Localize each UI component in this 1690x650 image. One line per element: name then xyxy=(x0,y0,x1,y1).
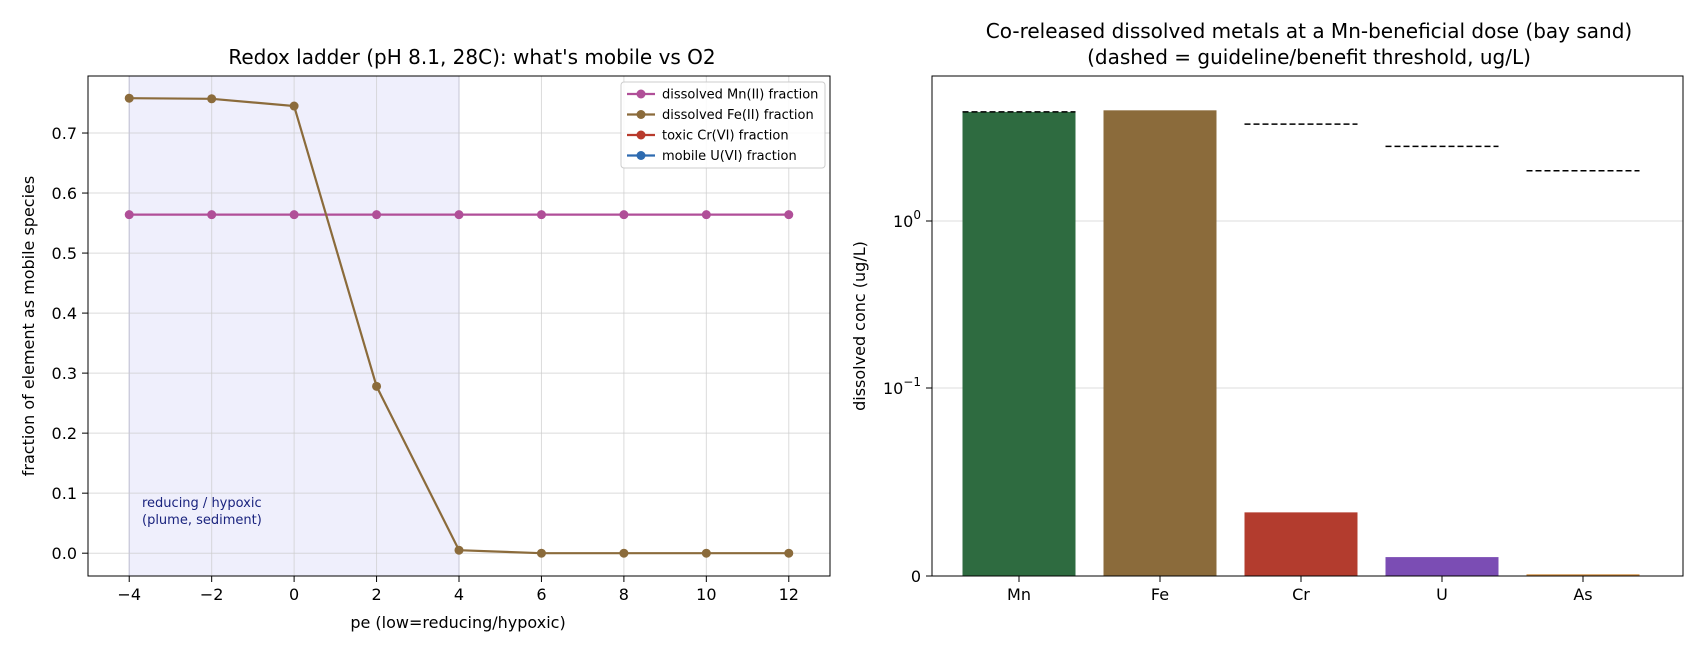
y-tick-label: 0.2 xyxy=(52,424,77,443)
x-tick-label: 2 xyxy=(371,585,381,604)
right-chart: Co-released dissolved metals at a Mn-ben… xyxy=(850,19,1684,604)
y-tick-label-10e-1: 10−1 xyxy=(883,375,921,398)
left-x-axis-label: pe (low=reducing/hypoxic) xyxy=(350,613,565,632)
x-tick-label: 0 xyxy=(289,585,299,604)
right-plot-frame xyxy=(931,75,1684,577)
right-chart-title: Co-released dissolved metals at a Mn-ben… xyxy=(986,19,1632,43)
legend-swatch-marker xyxy=(636,110,646,119)
left-x-ticks: −4 −2 0 2 4 6 8 10 12 xyxy=(117,576,799,604)
data-point xyxy=(289,210,299,220)
legend-label: dissolved Fe(II) fraction xyxy=(662,108,814,123)
bar-u xyxy=(1385,557,1499,576)
y-tick-label: 0.3 xyxy=(52,364,77,383)
data-point xyxy=(619,210,629,220)
right-bars xyxy=(962,110,1640,576)
y-tick-label: 0.6 xyxy=(52,184,77,203)
left-chart: Redox ladder (pH 8.1, 28C): what's mobil… xyxy=(19,45,831,632)
data-point xyxy=(454,545,464,555)
left-y-axis-label: fraction of element as mobile species xyxy=(19,176,38,476)
legend-box xyxy=(620,81,826,169)
bar-as xyxy=(1526,574,1640,576)
right-y-ticks: 0 100 10−1 xyxy=(883,208,932,586)
threshold-lines xyxy=(962,111,1640,172)
data-point xyxy=(784,548,794,558)
bar-mn xyxy=(962,111,1076,576)
category-label-fe: Fe xyxy=(1151,585,1169,604)
data-point xyxy=(536,548,546,558)
data-point xyxy=(619,548,629,558)
category-label-as: As xyxy=(1573,585,1592,604)
legend: dissolved Mn(II) fraction dissolved Fe(II… xyxy=(620,81,826,169)
data-point xyxy=(372,381,382,391)
left-data-points xyxy=(124,93,794,558)
x-tick-label: 4 xyxy=(454,585,464,604)
bar-fe xyxy=(1103,110,1217,576)
annotation-line-2: (plume, sediment) xyxy=(142,513,262,528)
x-tick-label: 12 xyxy=(779,585,799,604)
legend-entries: dissolved Mn(II) fraction dissolved Fe(II… xyxy=(627,88,818,164)
data-point xyxy=(289,101,299,111)
legend-swatch-marker xyxy=(636,151,646,160)
legend-label: dissolved Mn(II) fraction xyxy=(662,88,818,103)
y-tick-label-0: 0 xyxy=(911,567,921,586)
y-tick-label: 0.7 xyxy=(52,124,77,143)
data-point xyxy=(207,210,217,220)
y-tick-label: 0.5 xyxy=(52,244,77,263)
x-tick-label: −2 xyxy=(200,585,224,604)
data-point xyxy=(207,94,217,104)
data-point xyxy=(784,210,794,220)
bar-cr xyxy=(1244,512,1358,576)
annotation-line-1: reducing / hypoxic xyxy=(142,496,262,511)
y-tick-label: 0.1 xyxy=(52,484,77,503)
left-y-ticks: 0.0 0.1 0.2 0.3 0.4 0.5 0.6 0.7 xyxy=(52,124,88,563)
data-point xyxy=(124,210,134,220)
y-tick-label: 0.0 xyxy=(52,544,77,563)
x-tick-label: 10 xyxy=(696,585,716,604)
data-point xyxy=(454,210,464,220)
category-label-mn: Mn xyxy=(1007,585,1031,604)
category-label-cr: Cr xyxy=(1292,585,1310,604)
legend-label: mobile U(VI) fraction xyxy=(662,149,797,164)
x-tick-label: −4 xyxy=(117,585,141,604)
x-tick-label: 8 xyxy=(619,585,629,604)
right-x-ticks: Mn Fe Cr U As xyxy=(1007,576,1593,604)
y-tick-label: 0.4 xyxy=(52,304,77,323)
data-point xyxy=(372,210,382,220)
category-label-u: U xyxy=(1436,585,1448,604)
legend-label: toxic Cr(VI) fraction xyxy=(662,129,789,144)
data-point xyxy=(701,548,711,558)
legend-swatch-marker xyxy=(636,130,646,140)
data-point xyxy=(124,93,134,103)
left-chart-title: Redox ladder (pH 8.1, 28C): what's mobil… xyxy=(228,45,715,69)
data-point xyxy=(701,210,711,220)
x-tick-label: 6 xyxy=(536,585,546,604)
right-chart-subtitle: (dashed = guideline/benefit threshold, u… xyxy=(1087,45,1531,69)
legend-swatch-marker xyxy=(636,89,646,99)
data-point xyxy=(536,210,546,220)
y-tick-label-10e0: 100 xyxy=(893,208,921,231)
right-y-axis-label: dissolved conc (ug/L) xyxy=(850,241,869,411)
